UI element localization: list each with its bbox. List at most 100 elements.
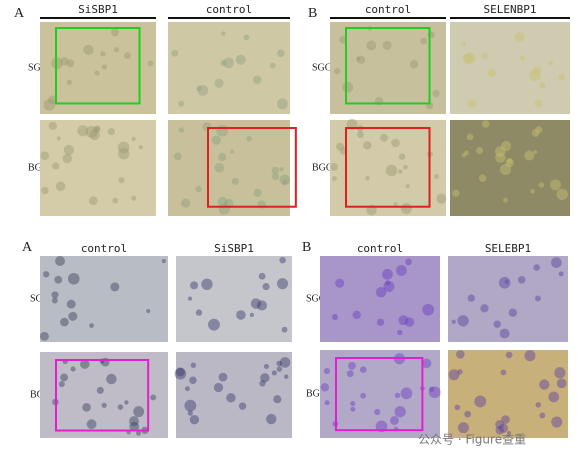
cell [501,415,510,424]
cell [474,395,487,408]
cell [94,70,100,76]
cell [467,98,477,108]
cell [494,146,506,157]
cell [178,127,185,133]
cell [117,404,124,410]
cell [67,272,80,285]
cell [464,410,472,418]
cell [217,153,227,162]
cell [539,82,546,89]
cell [432,89,440,98]
cell [249,312,254,318]
cell [385,164,398,177]
cell [252,75,262,85]
cell [161,259,166,264]
cell [366,40,377,51]
cell [466,133,474,141]
cell [363,141,372,150]
cell [277,49,285,58]
cell [197,84,209,96]
cell [420,37,428,45]
micrograph [320,350,440,438]
cell [342,81,354,93]
cell [221,31,226,36]
cell [60,57,69,66]
cell [147,60,154,67]
cell [220,59,227,66]
cell [451,319,456,324]
cell [498,423,509,433]
cell [524,350,536,362]
micrograph [320,256,440,342]
row-label: SGC [306,293,326,304]
cell [538,182,545,188]
cell [334,67,341,75]
cell [320,383,330,392]
cell [113,46,120,53]
cell [118,177,125,184]
cell [335,278,345,288]
row-label: BGC [28,162,49,173]
highlight-box [207,127,297,208]
cell [262,283,270,291]
cell [391,138,400,148]
cell [493,320,501,328]
cell [409,60,419,69]
cell [39,331,49,341]
cell [539,379,550,390]
cell [175,367,185,377]
cell [48,95,57,105]
column-header: control [365,3,411,16]
cell [558,271,564,277]
cell [259,380,266,387]
column-header: control [206,3,252,16]
cell [428,386,435,393]
cell [106,373,117,385]
cell [281,326,288,333]
cell [218,372,228,382]
panel-label: B [302,240,311,255]
cell [548,60,554,66]
micrograph [330,22,446,114]
cell [51,57,63,70]
cell [360,392,367,399]
column-header: control [81,242,127,255]
cell [400,387,413,400]
cell [376,318,385,326]
cell [556,188,568,201]
cell [93,126,101,134]
cell [271,173,280,181]
cell [428,386,441,399]
highlight-box [335,357,424,432]
micrograph [168,120,290,216]
cell [282,179,288,185]
cell [246,136,252,142]
cell [380,133,388,142]
cell [533,150,538,155]
cell [336,142,345,151]
cell [514,32,525,42]
cell [495,425,505,435]
cell [52,162,60,170]
cell [551,257,562,268]
cell [330,163,338,171]
cell [184,386,190,392]
cell [346,370,354,378]
highlight-box [345,127,431,208]
cell [187,296,193,301]
cell [190,362,197,368]
cell [394,392,401,399]
cell [554,367,566,379]
cell [66,59,75,68]
cell [66,79,73,86]
cell [403,164,408,170]
micrograph [168,22,290,114]
cell [534,99,543,108]
micrograph [176,256,292,342]
cell [226,393,236,403]
cell [400,203,412,215]
cell [530,189,535,194]
cell [558,73,566,81]
cell [457,315,469,327]
